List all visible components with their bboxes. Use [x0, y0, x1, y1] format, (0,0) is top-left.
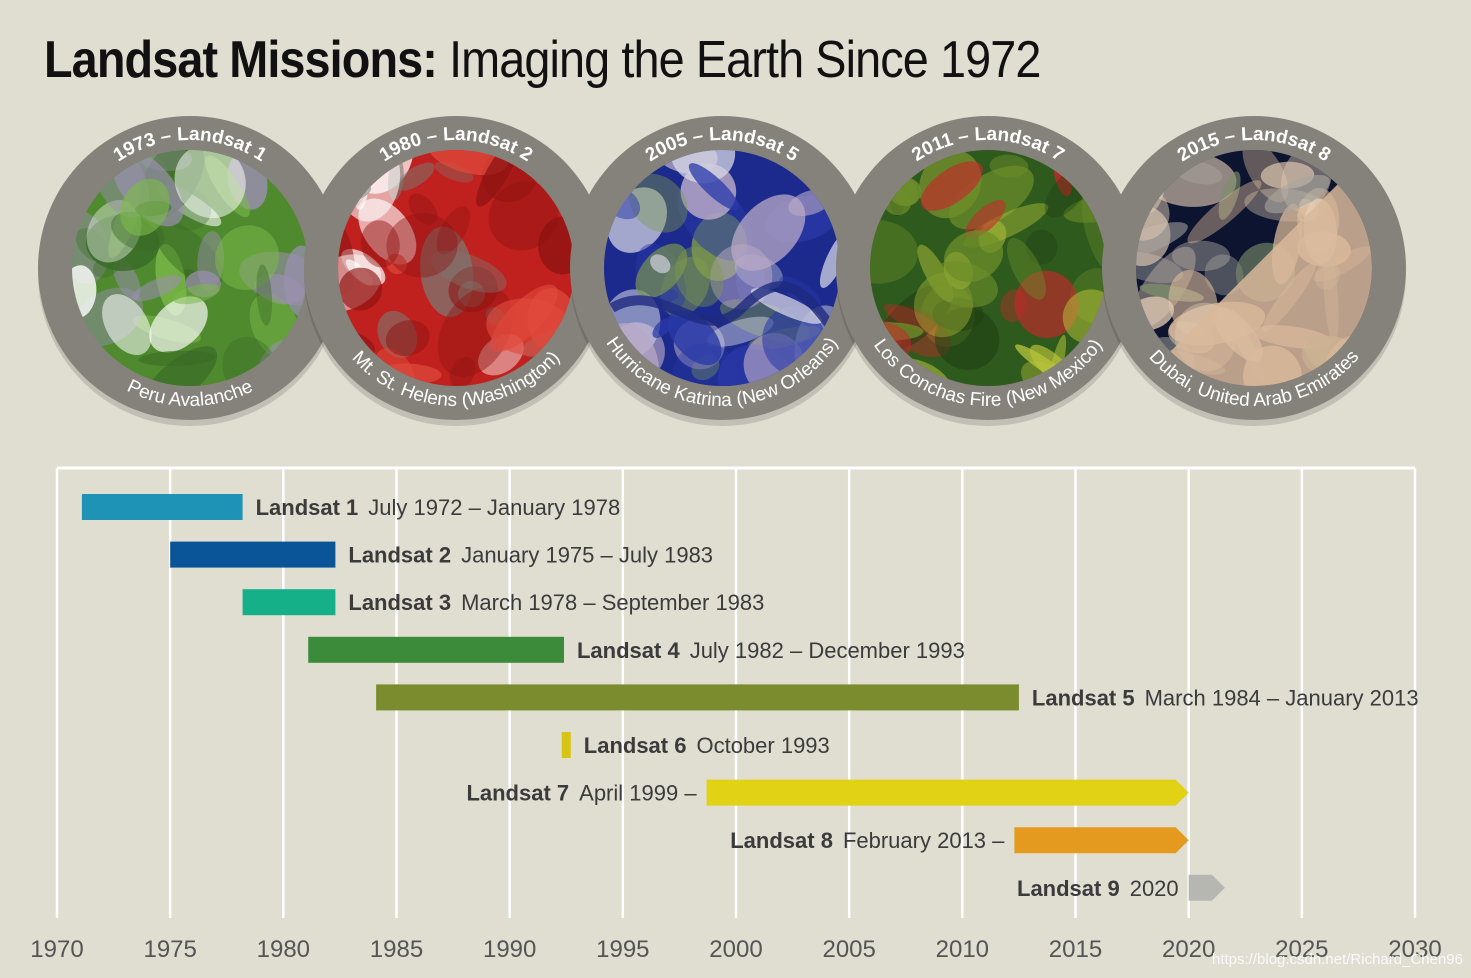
- mission-name: Landsat 2: [348, 543, 451, 568]
- mission-name: Landsat 6: [584, 733, 687, 758]
- mission-label: Landsat 2 January 1975 – July 1983: [348, 543, 713, 568]
- mission-bar: [1014, 827, 1189, 854]
- mission-dates: February 2013 –: [843, 828, 1005, 853]
- mission-label: Landsat 3 March 1978 – September 1983: [348, 590, 764, 615]
- mission-label: Landsat 5 March 1984 – January 2013: [1032, 685, 1419, 710]
- mission-name: Landsat 3: [348, 590, 451, 615]
- mission-name: Landsat 9: [1017, 876, 1120, 901]
- mission-dates: March 1984 – January 2013: [1145, 685, 1419, 710]
- watermark: https://blog.csdn.net/Richard_Chen96: [1212, 951, 1463, 968]
- x-tick-label: 1970: [30, 936, 83, 963]
- mission-row: Landsat 7 April 1999 –: [466, 779, 1189, 806]
- x-tick-label: 2005: [822, 936, 875, 963]
- mission-label: Landsat 6 October 1993: [584, 733, 830, 758]
- mission-name: Landsat 5: [1032, 685, 1135, 710]
- mission-bar: [1188, 874, 1225, 901]
- page-title: Landsat Missions: Imaging the Earth Sinc…: [44, 30, 1041, 90]
- x-tick-label: 1990: [483, 936, 536, 963]
- mission-label: Landsat 4 July 1982 – December 1993: [577, 638, 965, 663]
- mission-row: Landsat 5 March 1984 – January 2013: [376, 684, 1419, 711]
- mission-label: Landsat 8 February 2013 –: [730, 828, 1005, 853]
- mission-row: Landsat 6 October 1993: [561, 732, 830, 758]
- x-tick-label: 2000: [709, 936, 762, 963]
- mission-dates: January 1975 – July 1983: [461, 543, 713, 568]
- mission-dates: October 1993: [696, 733, 829, 758]
- x-tick-label: 1985: [370, 936, 423, 963]
- mission-bar: [561, 732, 571, 758]
- x-tick-label: 1975: [143, 936, 196, 963]
- x-tick-label: 1980: [257, 936, 310, 963]
- mission-bar: [81, 494, 243, 520]
- x-tick-label: 2015: [1049, 936, 1102, 963]
- title-rest: Imaging the Earth Since 1972: [436, 31, 1041, 89]
- mission-dates: April 1999 –: [579, 781, 697, 806]
- mission-bar: [242, 589, 336, 616]
- mission-row: Landsat 8 February 2013 –: [730, 827, 1189, 854]
- mission-dates: March 1978 – September 1983: [461, 590, 764, 615]
- mission-name: Landsat 8: [730, 828, 833, 853]
- mission-row: Landsat 4 July 1982 – December 1993: [308, 636, 965, 663]
- mission-bar: [376, 684, 1019, 711]
- mission-dates: July 1972 – January 1978: [368, 495, 620, 520]
- mission-row: Landsat 1 July 1972 – January 1978: [81, 494, 621, 520]
- mission-label: Landsat 9 2020: [1017, 876, 1179, 901]
- mission-dates: July 1982 – December 1993: [690, 638, 965, 663]
- mission-row: Landsat 9 2020: [1017, 874, 1225, 901]
- mission-label: Landsat 7 April 1999 –: [466, 781, 697, 806]
- mission-name: Landsat 4: [577, 638, 680, 663]
- x-tick-label: 2025: [1275, 936, 1328, 963]
- mission-name: Landsat 1: [256, 495, 359, 520]
- title-bold: Landsat Missions:: [44, 31, 438, 89]
- x-tick-label: 2020: [1162, 936, 1215, 963]
- mission-label: Landsat 1 July 1972 – January 1978: [256, 495, 621, 520]
- x-tick-label: 1995: [596, 936, 649, 963]
- x-tick-label: 2030: [1388, 936, 1441, 963]
- mission-bar: [308, 636, 564, 663]
- mission-bar: [706, 779, 1189, 806]
- satellite-image: [72, 150, 308, 386]
- mission-name: Landsat 7: [466, 781, 569, 806]
- mission-dates: 2020: [1130, 876, 1179, 901]
- mission-row: Landsat 3 March 1978 – September 1983: [242, 589, 764, 616]
- x-tick-label: 2010: [936, 936, 989, 963]
- mission-bar: [170, 541, 336, 568]
- mission-row: Landsat 2 January 1975 – July 1983: [170, 541, 713, 568]
